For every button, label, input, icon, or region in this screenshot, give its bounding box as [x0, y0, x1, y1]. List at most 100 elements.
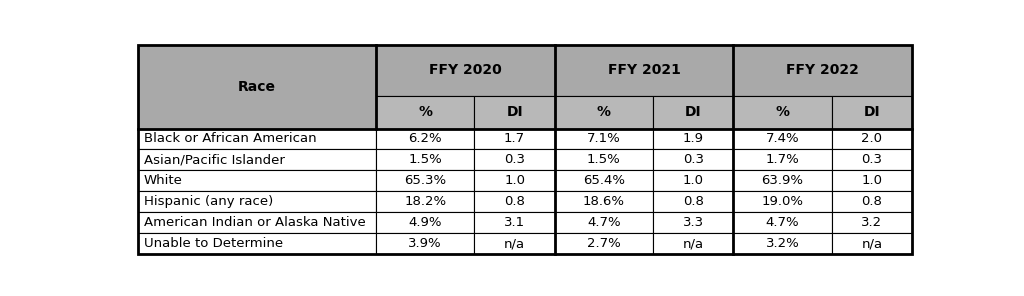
Bar [653, 213, 733, 233]
Text: n/a: n/a [683, 237, 703, 250]
Text: FFY 2022: FFY 2022 [786, 63, 859, 77]
Text: Asian/Pacific Islander: Asian/Pacific Islander [143, 153, 285, 166]
Bar [831, 192, 912, 213]
Bar [474, 213, 555, 233]
Bar [831, 149, 912, 170]
Text: White: White [143, 174, 182, 187]
Bar [653, 233, 733, 254]
Text: DI: DI [863, 105, 881, 119]
Text: 3.2%: 3.2% [766, 237, 800, 250]
Bar [474, 170, 555, 192]
Text: 1.7: 1.7 [504, 133, 525, 146]
Bar [653, 96, 733, 128]
Bar [376, 149, 474, 170]
Bar [376, 170, 474, 192]
Bar [653, 128, 733, 149]
Text: n/a: n/a [861, 237, 883, 250]
Text: 18.2%: 18.2% [404, 195, 446, 208]
Text: 7.4%: 7.4% [766, 133, 800, 146]
Text: 3.9%: 3.9% [409, 237, 442, 250]
Bar [474, 128, 555, 149]
Text: 63.9%: 63.9% [762, 174, 804, 187]
Bar [474, 233, 555, 254]
Text: DI: DI [685, 105, 701, 119]
Text: 0.8: 0.8 [683, 195, 703, 208]
Text: Unable to Determine: Unable to Determine [143, 237, 283, 250]
Bar [376, 213, 474, 233]
Bar [555, 149, 653, 170]
Text: 2.0: 2.0 [861, 133, 883, 146]
Bar [137, 233, 376, 254]
Bar [555, 128, 653, 149]
Bar [733, 45, 912, 96]
Bar [137, 170, 376, 192]
Text: 4.7%: 4.7% [587, 216, 621, 229]
Bar [555, 213, 653, 233]
Text: 3.1: 3.1 [504, 216, 525, 229]
Bar [831, 233, 912, 254]
Text: 0.8: 0.8 [504, 195, 525, 208]
Bar [376, 96, 474, 128]
Bar [137, 192, 376, 213]
Text: 0.3: 0.3 [504, 153, 525, 166]
Bar [555, 233, 653, 254]
Bar [474, 96, 555, 128]
Text: 0.3: 0.3 [683, 153, 703, 166]
Bar [733, 192, 831, 213]
Bar [653, 170, 733, 192]
Bar [555, 192, 653, 213]
Bar [831, 170, 912, 192]
Bar [653, 192, 733, 213]
Bar [376, 45, 555, 96]
Bar [474, 149, 555, 170]
Bar [733, 96, 831, 128]
Text: 4.7%: 4.7% [766, 216, 800, 229]
Text: Race: Race [238, 80, 275, 94]
Text: 0.8: 0.8 [861, 195, 883, 208]
Bar [831, 213, 912, 233]
Text: %: % [418, 105, 432, 119]
Bar [376, 128, 474, 149]
Bar [137, 45, 376, 128]
Text: 65.4%: 65.4% [583, 174, 625, 187]
Bar [733, 128, 831, 149]
Bar [555, 96, 653, 128]
Text: n/a: n/a [504, 237, 525, 250]
Text: 2.7%: 2.7% [587, 237, 621, 250]
Bar [733, 213, 831, 233]
Text: 1.7%: 1.7% [766, 153, 800, 166]
Text: 0.3: 0.3 [861, 153, 883, 166]
Text: 1.0: 1.0 [683, 174, 703, 187]
Text: 1.5%: 1.5% [409, 153, 442, 166]
Text: 1.0: 1.0 [861, 174, 883, 187]
Text: FFY 2020: FFY 2020 [429, 63, 502, 77]
Bar [555, 170, 653, 192]
Text: 18.6%: 18.6% [583, 195, 625, 208]
Bar [733, 149, 831, 170]
Bar [137, 149, 376, 170]
Text: 3.3: 3.3 [683, 216, 703, 229]
Text: %: % [597, 105, 611, 119]
Bar [376, 192, 474, 213]
Bar [137, 128, 376, 149]
Text: FFY 2021: FFY 2021 [607, 63, 681, 77]
Text: American Indian or Alaska Native: American Indian or Alaska Native [143, 216, 366, 229]
Text: 7.1%: 7.1% [587, 133, 621, 146]
Text: DI: DI [506, 105, 523, 119]
Text: 1.0: 1.0 [504, 174, 525, 187]
Text: Hispanic (any race): Hispanic (any race) [143, 195, 273, 208]
Text: 3.2: 3.2 [861, 216, 883, 229]
Bar [474, 192, 555, 213]
Bar [137, 213, 376, 233]
Bar [831, 128, 912, 149]
Text: 4.9%: 4.9% [409, 216, 442, 229]
Bar [653, 149, 733, 170]
Text: 65.3%: 65.3% [404, 174, 446, 187]
Text: 1.5%: 1.5% [587, 153, 621, 166]
Bar [733, 233, 831, 254]
Bar [733, 170, 831, 192]
Text: %: % [775, 105, 790, 119]
Bar [376, 233, 474, 254]
Text: 19.0%: 19.0% [762, 195, 804, 208]
Text: 6.2%: 6.2% [409, 133, 442, 146]
